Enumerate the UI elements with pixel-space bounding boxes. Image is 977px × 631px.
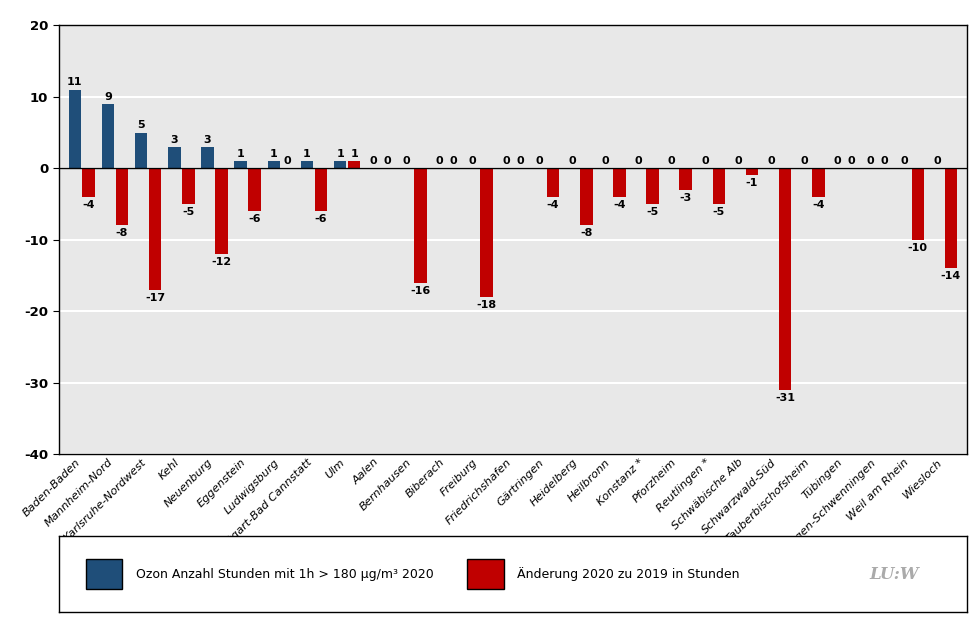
Text: 0: 0: [635, 156, 643, 166]
Text: 0: 0: [403, 156, 410, 166]
Text: 0: 0: [284, 156, 291, 166]
Bar: [248, 168, 261, 211]
Text: 0: 0: [867, 156, 874, 166]
Text: 0: 0: [469, 156, 477, 166]
Bar: [268, 161, 280, 168]
Text: -12: -12: [211, 257, 232, 267]
Text: 1: 1: [350, 149, 358, 159]
Text: -8: -8: [580, 228, 592, 239]
Text: 0: 0: [602, 156, 610, 166]
Text: 0: 0: [848, 156, 855, 166]
Text: 0: 0: [800, 156, 808, 166]
Bar: [201, 147, 214, 168]
Bar: [149, 168, 161, 290]
Text: 5: 5: [138, 121, 145, 131]
Text: -31: -31: [775, 393, 795, 403]
Bar: [234, 161, 247, 168]
Text: -5: -5: [182, 207, 194, 217]
Text: 1: 1: [270, 149, 277, 159]
Text: 0: 0: [933, 156, 941, 166]
Text: -1: -1: [745, 179, 758, 188]
Text: -6: -6: [315, 214, 327, 224]
Text: 3: 3: [203, 134, 211, 144]
Text: -4: -4: [812, 200, 825, 209]
Bar: [182, 168, 194, 204]
Text: 0: 0: [449, 156, 457, 166]
Bar: [912, 168, 924, 240]
Text: LU:W: LU:W: [870, 566, 919, 582]
Bar: [779, 168, 791, 390]
Text: 0: 0: [881, 156, 888, 166]
FancyBboxPatch shape: [86, 559, 122, 589]
Text: 1: 1: [236, 149, 244, 159]
Bar: [301, 161, 314, 168]
Text: -6: -6: [248, 214, 261, 224]
Text: Ozon Anzahl Stunden mit 1h > 180 µg/m³ 2020: Ozon Anzahl Stunden mit 1h > 180 µg/m³ 2…: [136, 568, 434, 581]
Bar: [115, 168, 128, 225]
Bar: [614, 168, 625, 197]
Bar: [102, 104, 114, 168]
Bar: [547, 168, 560, 197]
Text: -18: -18: [477, 300, 496, 310]
Text: -10: -10: [908, 243, 928, 252]
Text: -5: -5: [647, 207, 658, 217]
Bar: [168, 147, 181, 168]
Text: -4: -4: [614, 200, 625, 209]
Text: 1: 1: [303, 149, 311, 159]
Text: 1: 1: [336, 149, 344, 159]
Text: 0: 0: [768, 156, 775, 166]
Bar: [812, 168, 825, 197]
Text: 0: 0: [569, 156, 576, 166]
Bar: [712, 168, 725, 204]
Text: 9: 9: [105, 91, 112, 102]
Text: Änderung 2020 zu 2019 in Stunden: Änderung 2020 zu 2019 in Stunden: [518, 567, 740, 581]
Bar: [945, 168, 957, 268]
Bar: [215, 168, 228, 254]
Bar: [646, 168, 658, 204]
Text: -4: -4: [547, 200, 559, 209]
Text: 0: 0: [369, 156, 377, 166]
Text: 0: 0: [701, 156, 708, 166]
Bar: [135, 133, 148, 168]
Text: 0: 0: [502, 156, 510, 166]
Bar: [315, 168, 327, 211]
Bar: [679, 168, 692, 190]
Text: 11: 11: [67, 78, 83, 88]
Text: 0: 0: [436, 156, 444, 166]
Text: 0: 0: [668, 156, 675, 166]
Text: -17: -17: [145, 293, 165, 303]
Text: -3: -3: [680, 192, 692, 203]
Text: 0: 0: [535, 156, 543, 166]
FancyBboxPatch shape: [468, 559, 504, 589]
Text: -5: -5: [713, 207, 725, 217]
Bar: [82, 168, 95, 197]
Text: 0: 0: [735, 156, 742, 166]
Bar: [348, 161, 361, 168]
Bar: [414, 168, 427, 283]
Text: 0: 0: [516, 156, 524, 166]
Text: 0: 0: [383, 156, 391, 166]
Bar: [745, 168, 758, 175]
Bar: [481, 168, 493, 297]
Text: -4: -4: [82, 200, 95, 209]
Text: 0: 0: [833, 156, 841, 166]
Bar: [580, 168, 592, 225]
Text: 3: 3: [171, 134, 178, 144]
Text: -8: -8: [115, 228, 128, 239]
Bar: [68, 90, 81, 168]
Text: -16: -16: [410, 286, 431, 295]
Bar: [334, 161, 347, 168]
Text: 0: 0: [900, 156, 908, 166]
Text: -14: -14: [941, 271, 961, 281]
